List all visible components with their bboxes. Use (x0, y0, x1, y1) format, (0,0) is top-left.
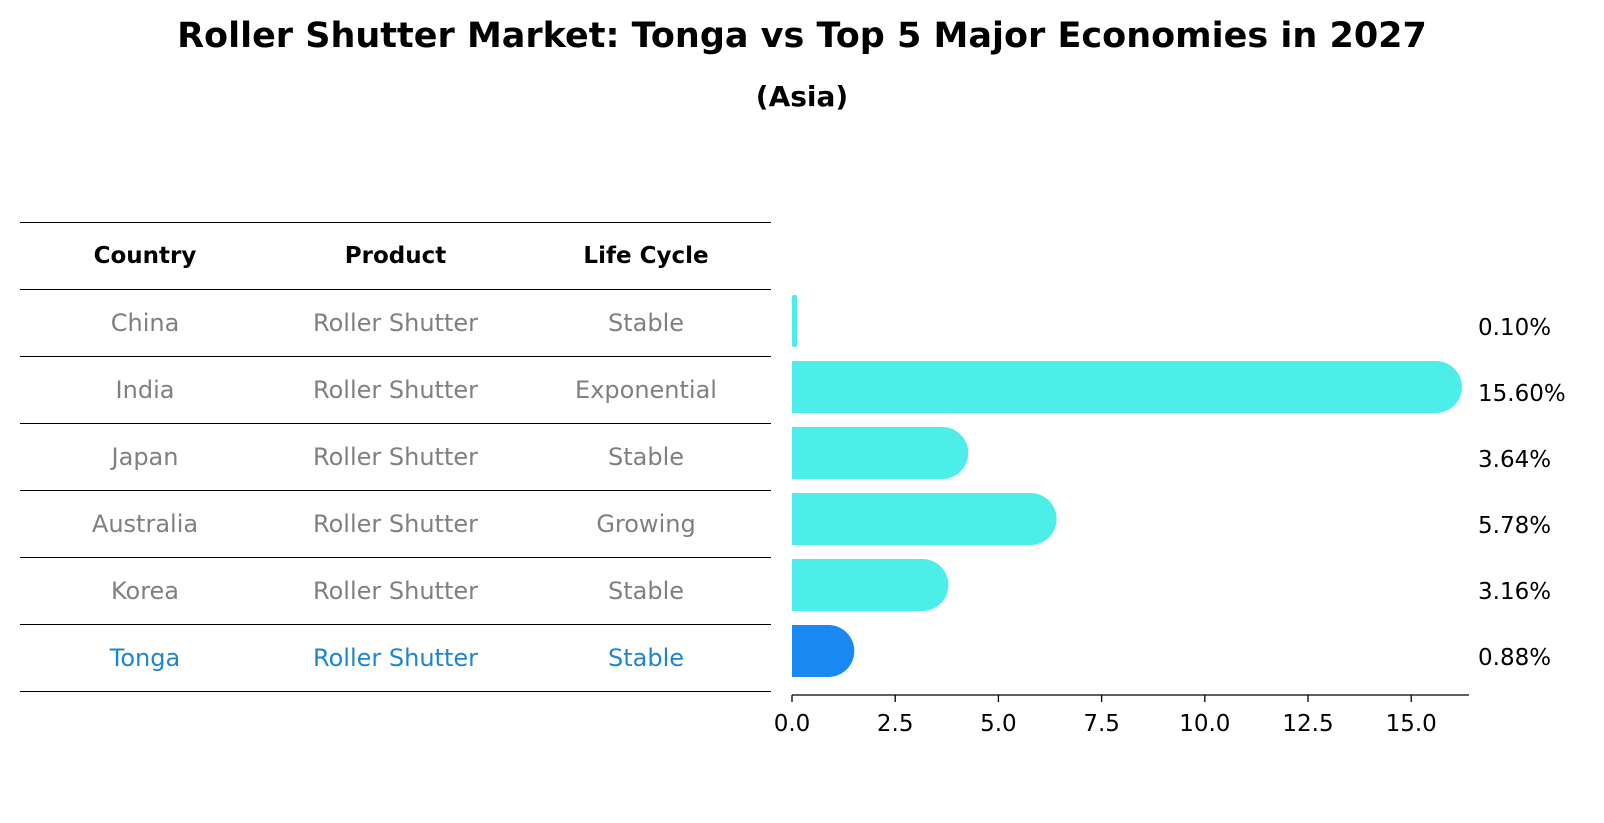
cell-life-cycle: Growing (596, 510, 696, 538)
cell-life-cycle: Stable (607, 309, 685, 337)
bar-tonga (792, 625, 855, 677)
cell-product: Roller Shutter (313, 376, 478, 404)
bar-australia (792, 493, 1057, 545)
cell-product: Roller Shutter (313, 443, 478, 471)
bar-japan (792, 427, 969, 479)
value-label: 3.64% (1478, 447, 1551, 473)
cell-life-cycle: Stable (607, 577, 685, 605)
table-row-highlight: Tonga Roller Shutter Stable (20, 625, 771, 692)
x-tick-label: 0.0 (774, 711, 811, 737)
bar-india (792, 361, 1462, 413)
value-label: 3.16% (1478, 579, 1551, 605)
cell-country: Australia (91, 510, 199, 538)
cell-life-cycle: Stable (607, 443, 685, 471)
x-tick-label: 15.0 (1386, 711, 1437, 737)
chart-title: Roller Shutter Market: Tonga vs Top 5 Ma… (177, 16, 1427, 56)
x-tick-label: 5.0 (980, 711, 1017, 737)
bar-china (792, 295, 797, 347)
value-label: 0.88% (1478, 645, 1551, 671)
cell-life-cycle: Exponential (575, 376, 717, 404)
chart-subtitle: (Asia) (755, 80, 849, 113)
cell-product: Roller Shutter (313, 577, 478, 605)
table-header-row: Country Product Life Cycle (20, 222, 771, 290)
table-row: China Roller Shutter Stable (20, 290, 771, 357)
cell-product: Roller Shutter (313, 309, 478, 337)
cell-product: Roller Shutter (313, 644, 478, 672)
value-label: 5.78% (1478, 513, 1551, 539)
table-row: Japan Roller Shutter Stable (20, 424, 771, 491)
cell-country: Japan (111, 443, 179, 471)
header-life-cycle: Life Cycle (583, 243, 709, 269)
table-row: Korea Roller Shutter Stable (20, 558, 771, 625)
cell-product: Roller Shutter (313, 510, 478, 538)
table-row: Australia Roller Shutter Growing (20, 491, 771, 558)
cell-life-cycle: Stable (607, 644, 685, 672)
x-tick-label: 2.5 (877, 711, 914, 737)
value-label: 15.60% (1478, 381, 1566, 407)
header-product: Product (344, 243, 447, 269)
bar-korea (792, 559, 949, 611)
value-label: 0.10% (1478, 315, 1551, 341)
header-country: Country (93, 243, 197, 269)
cell-country: Tonga (109, 644, 181, 672)
data-table: Country Product Life Cycle China Roller … (20, 222, 771, 692)
x-tick-label: 10.0 (1179, 711, 1230, 737)
x-tick-label: 7.5 (1083, 711, 1120, 737)
cell-country: India (115, 376, 175, 404)
x-tick-label: 12.5 (1282, 711, 1333, 737)
cell-country: Korea (110, 577, 180, 605)
cell-country: China (110, 309, 180, 337)
table-row: India Roller Shutter Exponential (20, 357, 771, 424)
